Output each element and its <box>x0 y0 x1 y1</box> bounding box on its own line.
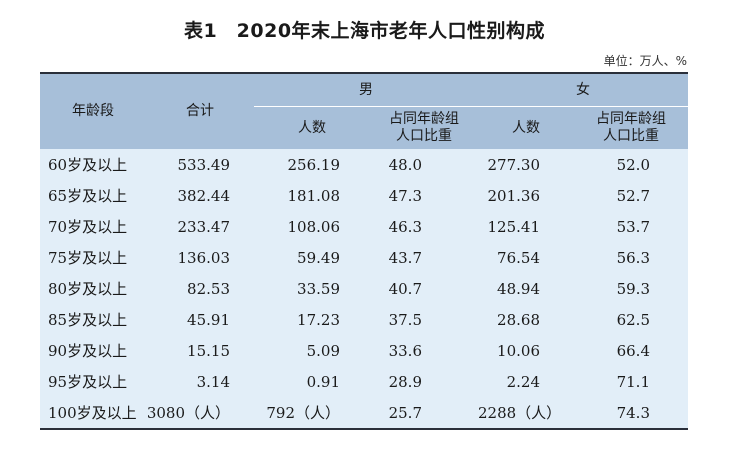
table-title: 表1 2020年末上海市老年人口性别构成 <box>183 20 546 42</box>
table-row: 65岁及以上 382.44 181.08 47.3 201.36 52.7 <box>40 180 688 211</box>
cell-female-share: 52.0 <box>574 149 688 180</box>
header-share-line2: 人口比重 <box>396 128 452 144</box>
elderly-population-table: 年龄段 合计 男 女 人数 占同年龄组 人口比重 人数 占同年龄组 人口比重 60岁… <box>40 74 688 428</box>
cell-male-share: 46.3 <box>370 211 478 242</box>
cell-male-share: 25.7 <box>370 397 478 428</box>
cell-female-share: 66.4 <box>574 335 688 366</box>
cell-female-count: 76.54 <box>478 242 574 273</box>
cell-male-share: 33.6 <box>370 335 478 366</box>
cell-age-group: 80岁及以上 <box>40 273 146 304</box>
cell-male-share: 43.7 <box>370 242 478 273</box>
table-header: 年龄段 合计 男 女 人数 占同年龄组 人口比重 人数 占同年龄组 人口比重 <box>40 74 688 149</box>
table-row: 100岁及以上 3080（人） 792（人） 25.7 2288（人） 74.3 <box>40 397 688 428</box>
cell-male-count: 792（人） <box>254 397 370 428</box>
cell-total: 233.47 <box>146 211 254 242</box>
cell-female-count: 48.94 <box>478 273 574 304</box>
cell-male-share: 48.0 <box>370 149 478 180</box>
cell-female-count: 28.68 <box>478 304 574 335</box>
cell-age-group: 100岁及以上 <box>40 397 146 428</box>
cell-total: 533.49 <box>146 149 254 180</box>
table-row: 80岁及以上 82.53 33.59 40.7 48.94 59.3 <box>40 273 688 304</box>
cell-male-count: 256.19 <box>254 149 370 180</box>
table-row: 75岁及以上 136.03 59.49 43.7 76.54 56.3 <box>40 242 688 273</box>
table-row: 90岁及以上 15.15 5.09 33.6 10.06 66.4 <box>40 335 688 366</box>
cell-total: 3.14 <box>146 366 254 397</box>
table-row: 95岁及以上 3.14 0.91 28.9 2.24 71.1 <box>40 366 688 397</box>
cell-female-share: 53.7 <box>574 211 688 242</box>
header-female-count: 人数 <box>478 106 574 149</box>
header-male-share: 占同年龄组 人口比重 <box>370 106 478 149</box>
cell-age-group: 65岁及以上 <box>40 180 146 211</box>
cell-total: 136.03 <box>146 242 254 273</box>
cell-female-count: 10.06 <box>478 335 574 366</box>
cell-female-count: 277.30 <box>478 149 574 180</box>
cell-female-share: 71.1 <box>574 366 688 397</box>
cell-female-count: 125.41 <box>478 211 574 242</box>
table-row: 85岁及以上 45.91 17.23 37.5 28.68 62.5 <box>40 304 688 335</box>
table-row: 60岁及以上 533.49 256.19 48.0 277.30 52.0 <box>40 149 688 180</box>
header-female: 女 <box>478 74 688 107</box>
cell-female-count: 2288（人） <box>478 397 574 428</box>
cell-male-count: 33.59 <box>254 273 370 304</box>
cell-total: 15.15 <box>146 335 254 366</box>
cell-age-group: 85岁及以上 <box>40 304 146 335</box>
cell-age-group: 90岁及以上 <box>40 335 146 366</box>
header-share-line1: 占同年龄组 <box>389 111 459 127</box>
cell-age-group: 95岁及以上 <box>40 366 146 397</box>
cell-male-share: 40.7 <box>370 273 478 304</box>
cell-total: 45.91 <box>146 304 254 335</box>
cell-female-share: 59.3 <box>574 273 688 304</box>
cell-female-count: 2.24 <box>478 366 574 397</box>
cell-male-count: 108.06 <box>254 211 370 242</box>
header-age-group: 年龄段 <box>40 74 146 149</box>
cell-male-share: 47.3 <box>370 180 478 211</box>
cell-male-count: 59.49 <box>254 242 370 273</box>
header-total: 合计 <box>146 74 254 149</box>
cell-male-count: 5.09 <box>254 335 370 366</box>
header-male-count: 人数 <box>254 106 370 149</box>
cell-female-share: 74.3 <box>574 397 688 428</box>
unit-note: 单位：万人、% <box>603 54 687 68</box>
cell-age-group: 75岁及以上 <box>40 242 146 273</box>
cell-age-group: 70岁及以上 <box>40 211 146 242</box>
cell-female-share: 56.3 <box>574 242 688 273</box>
cell-male-share: 28.9 <box>370 366 478 397</box>
cell-male-share: 37.5 <box>370 304 478 335</box>
table-row: 70岁及以上 233.47 108.06 46.3 125.41 53.7 <box>40 211 688 242</box>
cell-female-share: 62.5 <box>574 304 688 335</box>
header-male: 男 <box>254 74 478 107</box>
cell-total: 3080（人） <box>146 397 254 428</box>
table-body: 60岁及以上 533.49 256.19 48.0 277.30 52.0 65岁及以上 38… <box>40 149 688 428</box>
cell-total: 382.44 <box>146 180 254 211</box>
header-share-line1: 占同年龄组 <box>596 111 666 127</box>
cell-total: 82.53 <box>146 273 254 304</box>
cell-male-count: 17.23 <box>254 304 370 335</box>
cell-male-count: 0.91 <box>254 366 370 397</box>
cell-female-count: 201.36 <box>478 180 574 211</box>
cell-male-count: 181.08 <box>254 180 370 211</box>
cell-female-share: 52.7 <box>574 180 688 211</box>
header-share-line2: 人口比重 <box>603 128 659 144</box>
header-female-share: 占同年龄组 人口比重 <box>574 106 688 149</box>
cell-age-group: 60岁及以上 <box>40 149 146 180</box>
data-table-container: 年龄段 合计 男 女 人数 占同年龄组 人口比重 人数 占同年龄组 人口比重 60岁… <box>40 72 688 430</box>
